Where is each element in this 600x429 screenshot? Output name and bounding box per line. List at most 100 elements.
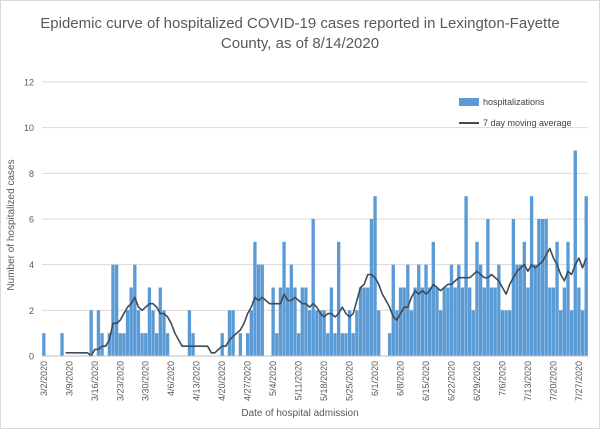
bar [431, 241, 435, 356]
bar [278, 287, 283, 356]
bar [162, 310, 166, 356]
bar [533, 264, 537, 356]
bar [497, 264, 501, 356]
bar [245, 333, 250, 356]
bar [471, 310, 476, 356]
bar [307, 310, 312, 356]
bar [468, 287, 472, 356]
bar [282, 241, 286, 356]
bar [569, 310, 574, 356]
bar [300, 287, 304, 356]
bar [478, 264, 483, 356]
bar [529, 196, 534, 356]
bar [548, 287, 552, 356]
bar [460, 287, 465, 356]
bar [336, 241, 341, 356]
bar [438, 310, 443, 356]
bar [89, 310, 93, 356]
bar [151, 310, 155, 356]
bar [366, 287, 370, 356]
bar [136, 310, 141, 356]
bar [566, 241, 570, 356]
bar [500, 310, 505, 356]
bar [344, 333, 348, 356]
bar [140, 333, 144, 356]
bar [515, 264, 519, 356]
bar [158, 287, 162, 356]
bar [373, 196, 377, 356]
legend-item-moving-average: 7 day moving average [459, 116, 572, 130]
bar [165, 333, 170, 356]
bar [409, 310, 414, 356]
bar [125, 310, 130, 356]
bar [486, 219, 490, 356]
bar [118, 333, 122, 356]
y-tick-label: 0 [29, 352, 34, 362]
bar [220, 333, 224, 356]
bar [402, 287, 406, 356]
bar [584, 196, 588, 356]
bar [42, 333, 46, 356]
bar [318, 310, 323, 356]
bar-series-hospitalizations [42, 150, 588, 356]
y-tick-label: 12 [24, 78, 34, 88]
x-tick-label: 3/30/2020 [141, 361, 151, 401]
y-axis-label: Number of hospitalized cases [6, 159, 17, 291]
bar [351, 333, 355, 356]
bar [238, 333, 243, 356]
bar [275, 333, 279, 356]
bar [227, 310, 232, 356]
bar [347, 310, 352, 356]
bar [114, 264, 119, 356]
bar [551, 287, 556, 356]
bar [107, 333, 112, 356]
bar [417, 264, 421, 356]
bar [449, 264, 454, 356]
bar [555, 241, 559, 356]
legend-swatch-bar [459, 98, 479, 106]
bar [369, 219, 374, 356]
bar [413, 287, 417, 356]
bar [493, 287, 497, 356]
bar [464, 196, 468, 356]
x-tick-label: 4/20/2020 [217, 361, 227, 401]
x-tick-label: 6/8/2020 [396, 361, 406, 396]
bar [427, 287, 432, 356]
x-tick-label: 4/13/2020 [192, 361, 202, 401]
bar [289, 264, 294, 356]
bar [296, 333, 301, 356]
x-tick-label: 3/9/2020 [64, 361, 74, 396]
bar [446, 287, 450, 356]
bar [340, 333, 344, 356]
y-tick-label: 4 [29, 260, 34, 270]
chart-title-line-2: County, as of 8/14/2020 [220, 35, 380, 52]
bar [395, 310, 399, 356]
x-tick-label: 5/11/2020 [294, 361, 304, 400]
y-tick-label: 10 [24, 123, 34, 133]
bar [100, 333, 104, 356]
chart-title-line-1: Epidemic curve of hospitalized COVID-19 … [40, 15, 560, 32]
x-tick-label: 7/20/2020 [548, 361, 558, 401]
bar [144, 333, 148, 356]
x-tick-label: 5/25/2020 [345, 361, 355, 401]
bar [362, 287, 366, 356]
bar [271, 287, 275, 356]
bar [511, 219, 516, 356]
bar [355, 310, 359, 356]
x-tick-label: 7/13/2020 [523, 361, 533, 401]
bar [147, 287, 152, 356]
bar [231, 310, 235, 356]
bar [435, 287, 439, 356]
y-tick-labels: 0 2 4 6 8 10 12 [24, 78, 34, 362]
bar [256, 264, 261, 356]
moving-average-line [65, 247, 587, 357]
x-tick-label: 6/29/2020 [472, 361, 482, 401]
bar [442, 287, 446, 356]
x-tick-label: 4/27/2020 [243, 361, 253, 401]
bar [475, 241, 479, 356]
bar [304, 287, 308, 356]
bar [129, 287, 133, 356]
bar [187, 310, 192, 356]
